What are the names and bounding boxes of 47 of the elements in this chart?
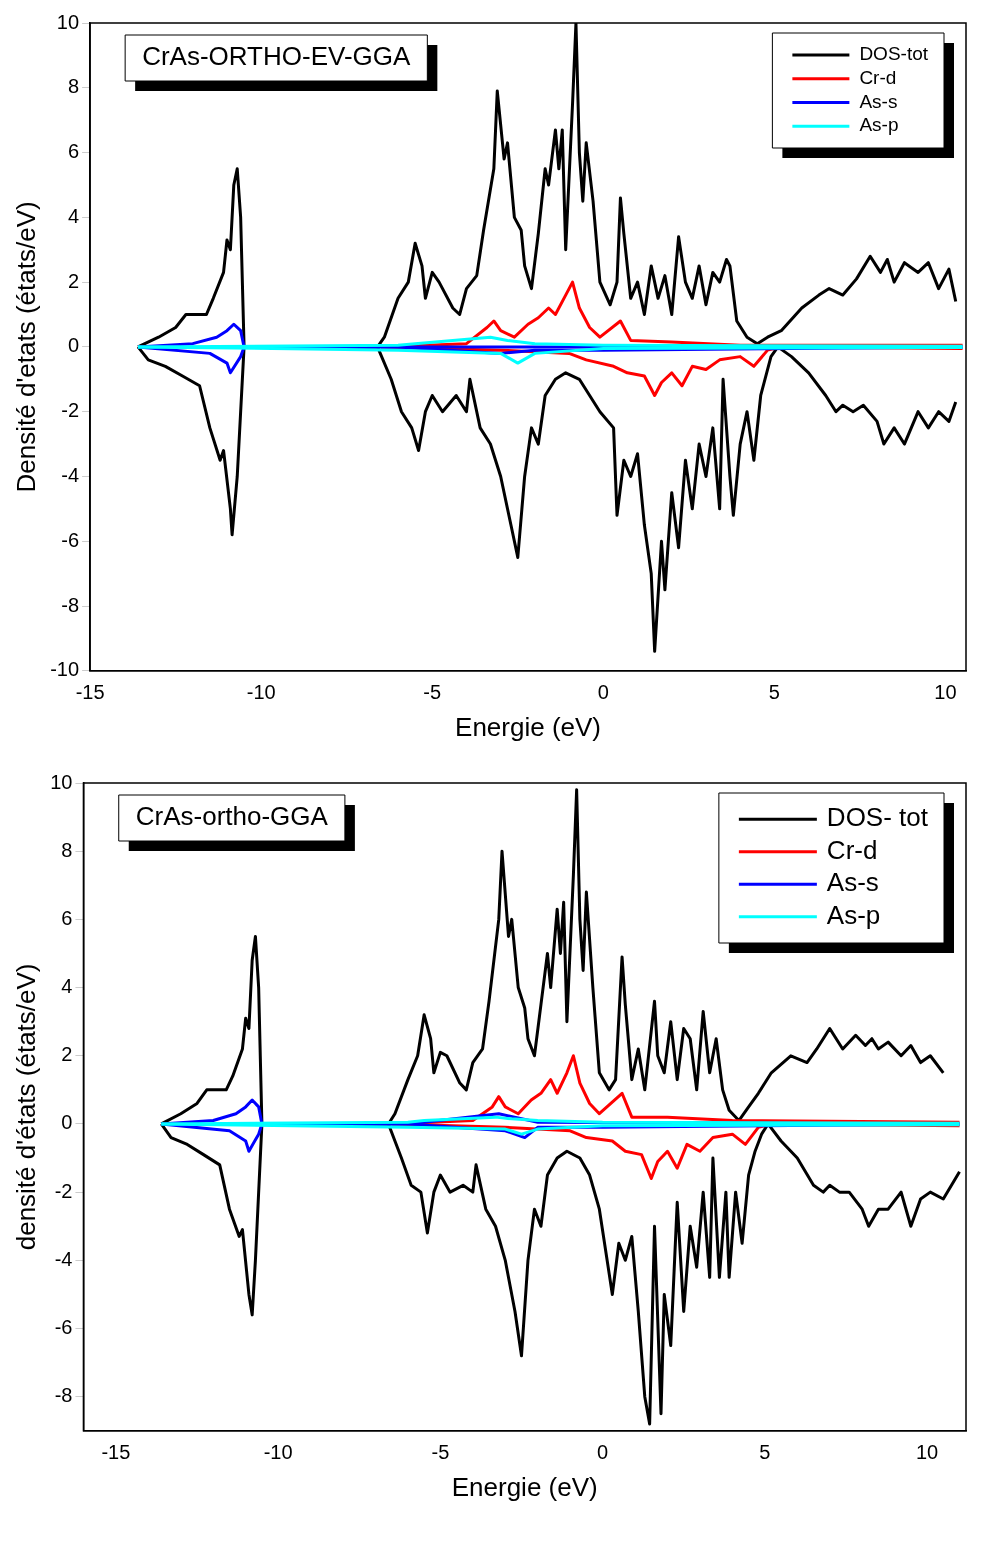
y-tick-label: 10 xyxy=(50,770,73,793)
x-tick-label: 0 xyxy=(597,681,609,704)
x-tick-label: 10 xyxy=(934,681,957,704)
legend-label: As-s xyxy=(859,90,898,112)
legend-label: Cr-d xyxy=(859,66,897,88)
x-tick-label: 10 xyxy=(915,1441,939,1464)
legend-label: DOS- tot xyxy=(826,802,929,833)
y-axis-title: densité d'états (états/eV) xyxy=(10,963,41,1251)
y-axis-title: Densité d'etats (états/eV) xyxy=(10,201,41,493)
y-tick-label: 8 xyxy=(61,838,73,861)
legend-label: As-s xyxy=(826,867,879,898)
y-tick-label: 10 xyxy=(56,10,80,33)
legend-label: DOS-tot xyxy=(859,43,929,65)
x-tick-label: -15 xyxy=(101,1441,131,1464)
y-tick-label: 2 xyxy=(67,269,80,292)
y-tick-label: -8 xyxy=(61,593,80,616)
y-tick-label: 2 xyxy=(61,1043,73,1066)
y-tick-label: -6 xyxy=(54,1316,73,1339)
x-tick-label: 5 xyxy=(759,1441,771,1464)
y-tick-label: -4 xyxy=(61,463,80,486)
text: CrAs-ORTHO-EV-GGA xyxy=(142,41,411,72)
legend-label: As-p xyxy=(826,899,881,930)
y-tick-label: 0 xyxy=(61,1111,73,1134)
x-tick-label: -15 xyxy=(75,681,105,704)
x-axis-title: Energie (eV) xyxy=(451,1471,598,1502)
x-tick-label: -10 xyxy=(246,681,276,704)
y-tick-label: 8 xyxy=(67,75,80,98)
x-tick-label: 0 xyxy=(597,1441,609,1464)
y-tick-label: -8 xyxy=(54,1384,73,1407)
y-tick-label: 6 xyxy=(67,140,80,163)
legend-label: Cr-d xyxy=(826,834,878,865)
y-tick-label: 4 xyxy=(67,204,80,227)
x-tick-label: -10 xyxy=(263,1441,293,1464)
x-tick-label: -5 xyxy=(423,681,442,704)
x-axis-title: Energie (eV) xyxy=(455,711,602,742)
legend-label: As-p xyxy=(859,114,899,136)
y-tick-label: -4 xyxy=(54,1247,73,1270)
y-tick-label: 4 xyxy=(61,975,73,998)
text: CrAs-ortho-GGA xyxy=(135,801,329,832)
y-tick-label: 6 xyxy=(61,906,73,929)
y-tick-label: -6 xyxy=(61,528,80,551)
x-tick-label: -5 xyxy=(431,1441,450,1464)
y-tick-label: -2 xyxy=(54,1179,73,1202)
x-tick-label: 5 xyxy=(768,681,780,704)
y-tick-label: -2 xyxy=(61,399,80,422)
y-tick-label: -10 xyxy=(50,658,80,681)
y-tick-label: 0 xyxy=(67,334,80,357)
